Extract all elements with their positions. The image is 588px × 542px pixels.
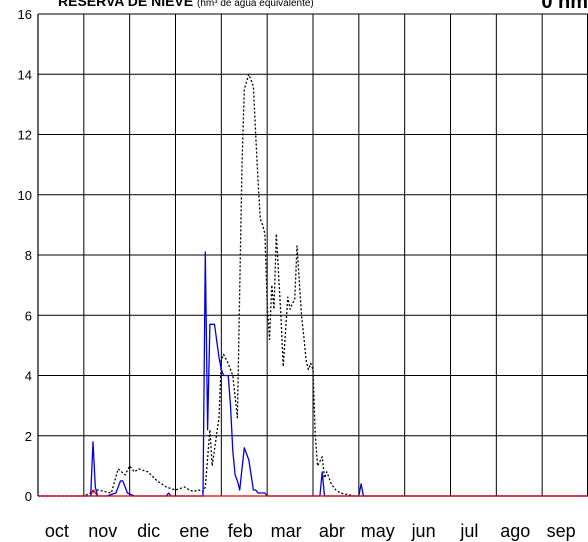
x-tick-label-abr: abr <box>319 521 345 541</box>
x-tick-label-jul: jul <box>459 521 478 541</box>
x-tick-label-dic: dic <box>137 521 160 541</box>
y-tick-label: 12 <box>18 128 32 143</box>
x-tick-label-jun: jun <box>411 521 436 541</box>
chart-title: RESERVA DE NIEVE (hm³ de agua equivalent… <box>58 0 314 9</box>
y-tick-label: 4 <box>25 369 32 384</box>
y-tick-label: 8 <box>25 248 32 263</box>
y-tick-label: 6 <box>25 308 32 323</box>
x-tick-label-ago: ago <box>500 521 530 541</box>
x-tick-label-oct: oct <box>45 521 69 541</box>
x-tick-label-feb: feb <box>228 521 253 541</box>
x-tick-label-ene: ene <box>179 521 209 541</box>
y-tick-label: 0 <box>25 489 32 504</box>
chart-subtitle: (hm³ de agua equivalente) <box>197 0 314 9</box>
y-tick-label: 2 <box>25 429 32 444</box>
x-tick-label-sep: sep <box>547 521 576 541</box>
y-tick-label: 10 <box>18 188 32 203</box>
y-tick-label: 16 <box>18 7 32 22</box>
x-tick-label-nov: nov <box>88 521 117 541</box>
total-reserve-label: 0 hm <box>541 0 588 13</box>
x-tick-label-may: may <box>361 521 395 541</box>
series-line-red <box>38 489 588 497</box>
y-tick-label: 14 <box>18 67 32 82</box>
x-tick-label-mar: mar <box>271 521 302 541</box>
